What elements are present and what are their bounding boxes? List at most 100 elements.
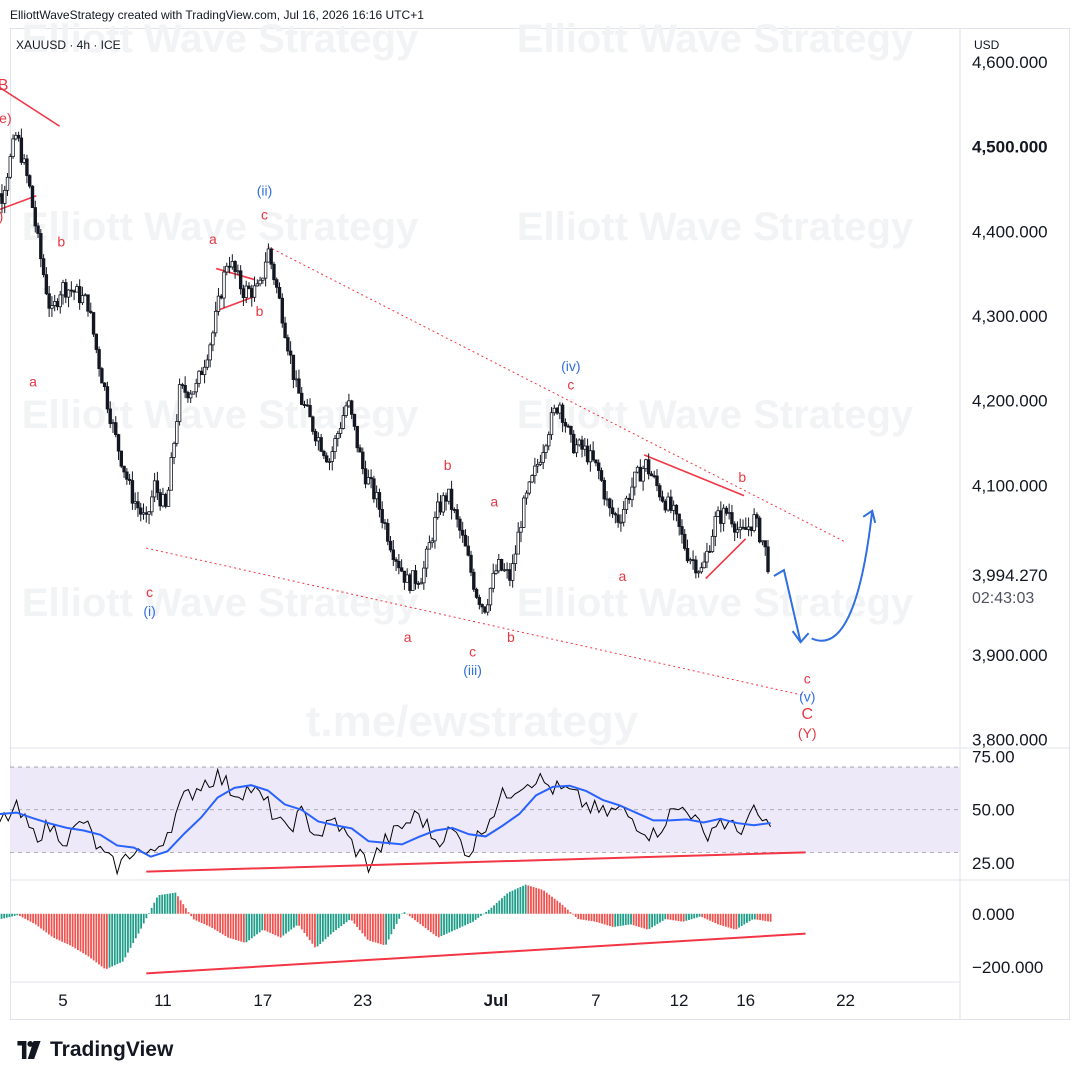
histogram-bar (182, 904, 185, 914)
rsi-ma-line (0, 784, 771, 858)
candle-body (488, 587, 493, 606)
candle-body (641, 468, 645, 482)
histogram-bar (34, 913, 37, 925)
histogram-bar (140, 913, 143, 929)
price-pane[interactable]: B(e)(d)bac(i)(ii)cabbac(iii)ba(iv)cabc(v… (0, 75, 877, 741)
histogram-bar (256, 913, 258, 935)
histogram-bar (511, 890, 514, 914)
histogram-bar (735, 913, 738, 930)
candle-body (449, 488, 454, 510)
histogram-bar (746, 913, 748, 923)
histogram-bar (656, 913, 659, 925)
candle-body (477, 597, 482, 605)
candle-body (75, 286, 79, 293)
histogram-bar (5, 913, 8, 918)
tradingview-logo-icon (17, 1041, 41, 1059)
candle-body (122, 465, 126, 473)
histogram-bar (290, 913, 293, 930)
time-tick-label: 17 (253, 991, 272, 1010)
histogram-bar (221, 913, 224, 935)
histogram-bar (761, 913, 764, 921)
histogram-bar (285, 913, 287, 934)
rsi-pane[interactable] (0, 766, 960, 876)
histogram-bar (198, 913, 200, 922)
candle-body (485, 604, 490, 613)
candle-body (624, 497, 629, 510)
candle-body (188, 393, 193, 399)
candle-body (263, 261, 268, 279)
candle-body (164, 494, 168, 507)
candle-body (269, 248, 273, 265)
channel-trendline (267, 246, 846, 543)
histogram-bar (448, 913, 451, 933)
histogram-bar (240, 913, 243, 942)
candle-body (52, 301, 57, 306)
histogram-bar (408, 913, 411, 917)
histogram-bar (16, 913, 19, 916)
candle-body (41, 258, 46, 276)
candle-body (388, 540, 393, 551)
currency-label: USD (974, 38, 1000, 52)
candle-body (613, 513, 618, 516)
histogram-bar (264, 913, 266, 931)
candle-body (749, 526, 754, 531)
candle-body (644, 459, 648, 470)
candle-body (727, 512, 731, 514)
histogram-bar (150, 907, 153, 914)
time-tick-label: 11 (154, 991, 172, 1010)
histogram-bar (769, 913, 772, 922)
wave-label: a (490, 494, 498, 510)
candle-body (236, 270, 240, 273)
histogram-bar (219, 913, 222, 933)
axes: 4,600.000 4,500.000 4,400.000 4,300.000 4,20… (58, 53, 1047, 1010)
wave-label: c (567, 377, 574, 393)
candle-body (419, 582, 423, 585)
histogram-bar (577, 913, 580, 920)
histogram-bar (503, 895, 506, 914)
candle-body (144, 512, 148, 515)
histogram-bar (203, 913, 206, 925)
watermark-brand: Elliott Wave Strategy (22, 205, 419, 249)
histogram-bar (674, 913, 677, 921)
histogram-bar (132, 913, 135, 944)
symbol-legend[interactable]: XAUUSD · 4h · ICE (16, 38, 121, 52)
candle-body (491, 572, 495, 589)
candle-body (585, 445, 590, 463)
candle-body (702, 561, 706, 569)
histogram-pane[interactable] (0, 884, 806, 975)
tradingview-footer[interactable]: TradingView (14, 1038, 173, 1062)
candle-body (744, 527, 748, 530)
time-tick-label: Jul (484, 991, 509, 1010)
histogram-bar (335, 913, 337, 931)
histogram-bar (530, 886, 532, 914)
candle-body (313, 431, 318, 442)
histogram-bar (213, 913, 216, 930)
candle-body (77, 286, 82, 304)
histogram-bar (382, 913, 385, 945)
histogram-bar (195, 913, 198, 921)
candle-body (222, 271, 226, 299)
candle-body (336, 433, 340, 439)
histogram-bar (314, 913, 316, 948)
candle-body (349, 400, 354, 415)
wave-trendline (0, 86, 61, 127)
histogram-bar (348, 913, 351, 921)
candle-body (280, 297, 284, 324)
candle-body (619, 521, 623, 524)
candle-body (535, 464, 540, 467)
candle-body (58, 294, 62, 308)
candle-body (136, 501, 140, 509)
candle-body (696, 571, 701, 574)
histogram-bar (574, 913, 577, 917)
histogram-bar (482, 913, 485, 915)
candle-body (33, 207, 37, 227)
candle-body (760, 540, 765, 543)
candle-body (125, 471, 129, 480)
watermark-brand: Elliott Wave Strategy (517, 17, 914, 61)
candle-body (83, 294, 87, 297)
histogram-bar (722, 913, 725, 926)
wave-label: C (801, 706, 813, 723)
histogram-bar (429, 913, 432, 933)
histogram-bar (74, 913, 77, 949)
